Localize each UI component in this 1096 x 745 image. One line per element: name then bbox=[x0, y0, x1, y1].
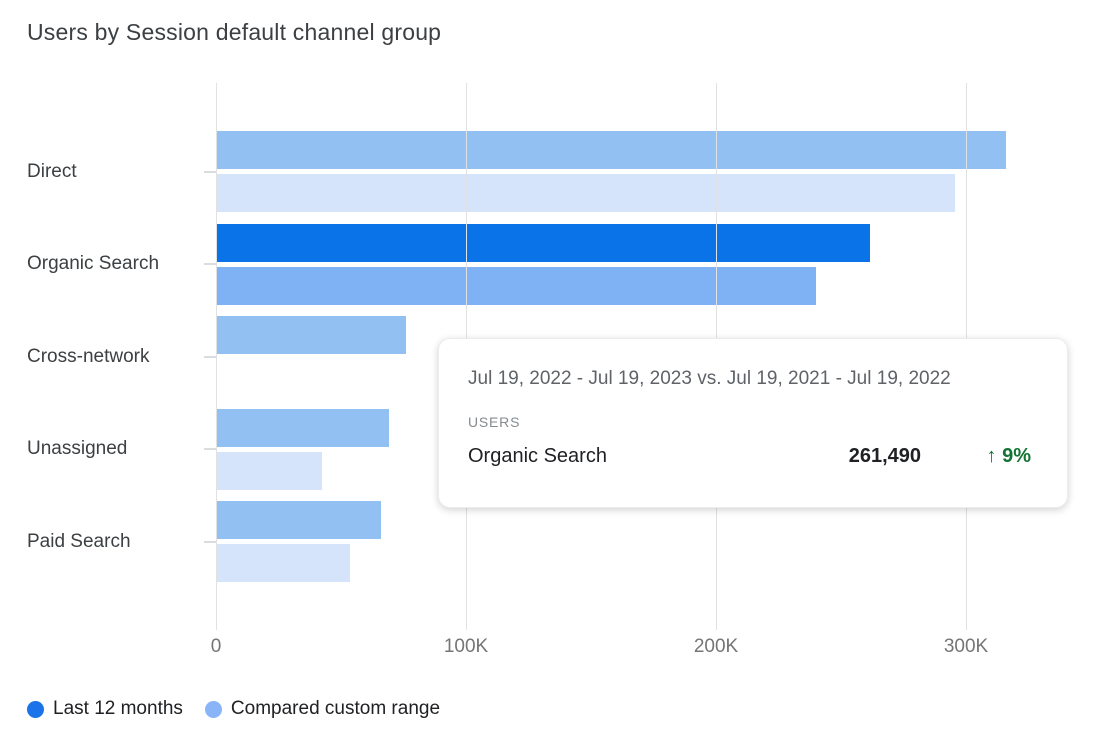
category-label: Paid Search bbox=[27, 530, 131, 552]
bar-compared-custom-range[interactable] bbox=[216, 266, 816, 305]
legend-label: Last 12 months bbox=[53, 698, 183, 719]
category-tick bbox=[204, 170, 216, 173]
bar-last-12-months[interactable] bbox=[216, 223, 870, 262]
tooltip-change: ↑ 9% bbox=[921, 445, 1031, 468]
category-label: Cross-network bbox=[27, 345, 150, 367]
bar-compared-custom-range[interactable] bbox=[216, 451, 323, 490]
legend-item-last-12-months: Last 12 months bbox=[27, 698, 183, 720]
x-axis-tick-label: 0 bbox=[210, 636, 222, 657]
gridline bbox=[216, 83, 217, 630]
tooltip-date-range: Jul 19, 2022 - Jul 19, 2023 vs. Jul 19, … bbox=[468, 368, 951, 389]
legend-item-compared-range: Compared custom range bbox=[204, 698, 441, 720]
category-tick bbox=[204, 448, 216, 450]
chart-tooltip: Jul 19, 2022 - Jul 19, 2023 vs. Jul 19, … bbox=[438, 338, 1068, 508]
tooltip-value: 261,490 bbox=[848, 445, 921, 467]
legend-label: Compared custom range bbox=[230, 698, 441, 719]
bar-compared-custom-range[interactable] bbox=[216, 544, 350, 582]
tooltip-category: Organic Search bbox=[468, 445, 607, 467]
chart-legend: Last 12 months Compared custom range bbox=[27, 698, 440, 720]
category-tick bbox=[204, 355, 216, 358]
legend-dot-compare-icon bbox=[204, 700, 222, 718]
category-label: Organic Search bbox=[27, 253, 160, 274]
category-label: Direct bbox=[27, 160, 77, 182]
x-axis-tick-label: 300K bbox=[943, 636, 989, 657]
tooltip-metric-label: USERS bbox=[468, 414, 521, 430]
chart-title: Users by Session default channel group bbox=[27, 19, 442, 45]
tooltip-change-percent: 9% bbox=[1002, 445, 1031, 467]
tooltip-data-row: Organic Search 261,490 ↑ 9% bbox=[468, 445, 1031, 468]
category-label: Unassigned bbox=[27, 438, 128, 459]
bar-last-12-months[interactable] bbox=[216, 316, 406, 354]
bar-last-12-months[interactable] bbox=[216, 501, 381, 539]
category-tick bbox=[204, 540, 216, 543]
legend-dot-primary-icon bbox=[27, 700, 44, 718]
up-arrow-icon: ↑ bbox=[986, 445, 997, 467]
category-tick bbox=[204, 263, 216, 265]
bar-compared-custom-range[interactable] bbox=[216, 174, 955, 212]
bar-last-12-months[interactable] bbox=[216, 408, 389, 447]
x-axis-tick-label: 200K bbox=[693, 636, 739, 657]
bar-last-12-months[interactable] bbox=[216, 131, 1006, 169]
x-axis-tick-label: 100K bbox=[443, 636, 489, 657]
